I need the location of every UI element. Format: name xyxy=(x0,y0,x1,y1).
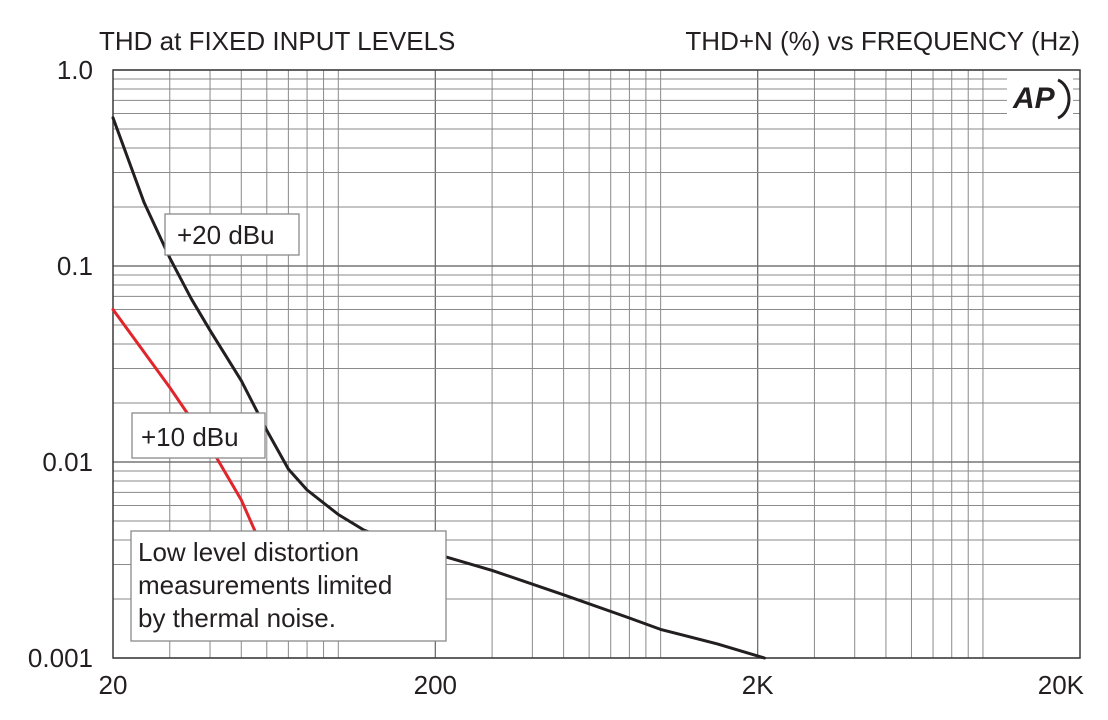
ap-logo: AP xyxy=(1007,74,1073,120)
annotation-thermal-noise-line-2: measurements limited xyxy=(138,570,392,600)
annotation-plus10-box xyxy=(131,412,266,459)
x-tick-label: 20 xyxy=(99,670,128,700)
x-tick-label: 200 xyxy=(414,670,457,700)
annotation-plus20-label: +20 dBu xyxy=(177,220,275,250)
annotation-thermal-noise-line-1: Low level distortion xyxy=(138,537,359,567)
annotation-thermal-noise-box xyxy=(130,530,447,642)
annotation-thermal-noise: Low level distortion measurements limite… xyxy=(130,530,447,642)
annotation-plus10-label: +10 dBu xyxy=(141,422,239,452)
annotation-thermal-noise-line-3: by thermal noise. xyxy=(138,603,336,633)
ap-logo-text: AP xyxy=(1012,82,1056,115)
y-tick-label: 1.0 xyxy=(57,55,93,85)
y-tick-label: 0.01 xyxy=(42,447,93,477)
grid-lines xyxy=(112,69,1080,659)
chart-title: THD at FIXED INPUT LEVELS xyxy=(99,26,455,56)
y-tick-label: 0.1 xyxy=(57,251,93,281)
ap-logo-arc xyxy=(1057,78,1071,120)
chart-subtitle: THD+N (%) vs FREQUENCY (Hz) xyxy=(685,26,1080,56)
x-tick-label: 20K xyxy=(1038,670,1085,700)
plot-frame xyxy=(112,69,1081,659)
x-tick-label: 2K xyxy=(742,670,774,700)
annotation-plus20-box xyxy=(164,213,300,256)
annotation-plus20: +20 dBu xyxy=(164,213,300,256)
y-tick-labels: 1.0 0.1 0.01 0.001 xyxy=(28,55,93,673)
series-line-20dbu xyxy=(111,116,766,660)
x-tick-labels: 20 200 2K 20K xyxy=(99,670,1085,700)
y-tick-label: 0.001 xyxy=(28,643,93,673)
annotation-plus10: +10 dBu xyxy=(131,412,266,459)
